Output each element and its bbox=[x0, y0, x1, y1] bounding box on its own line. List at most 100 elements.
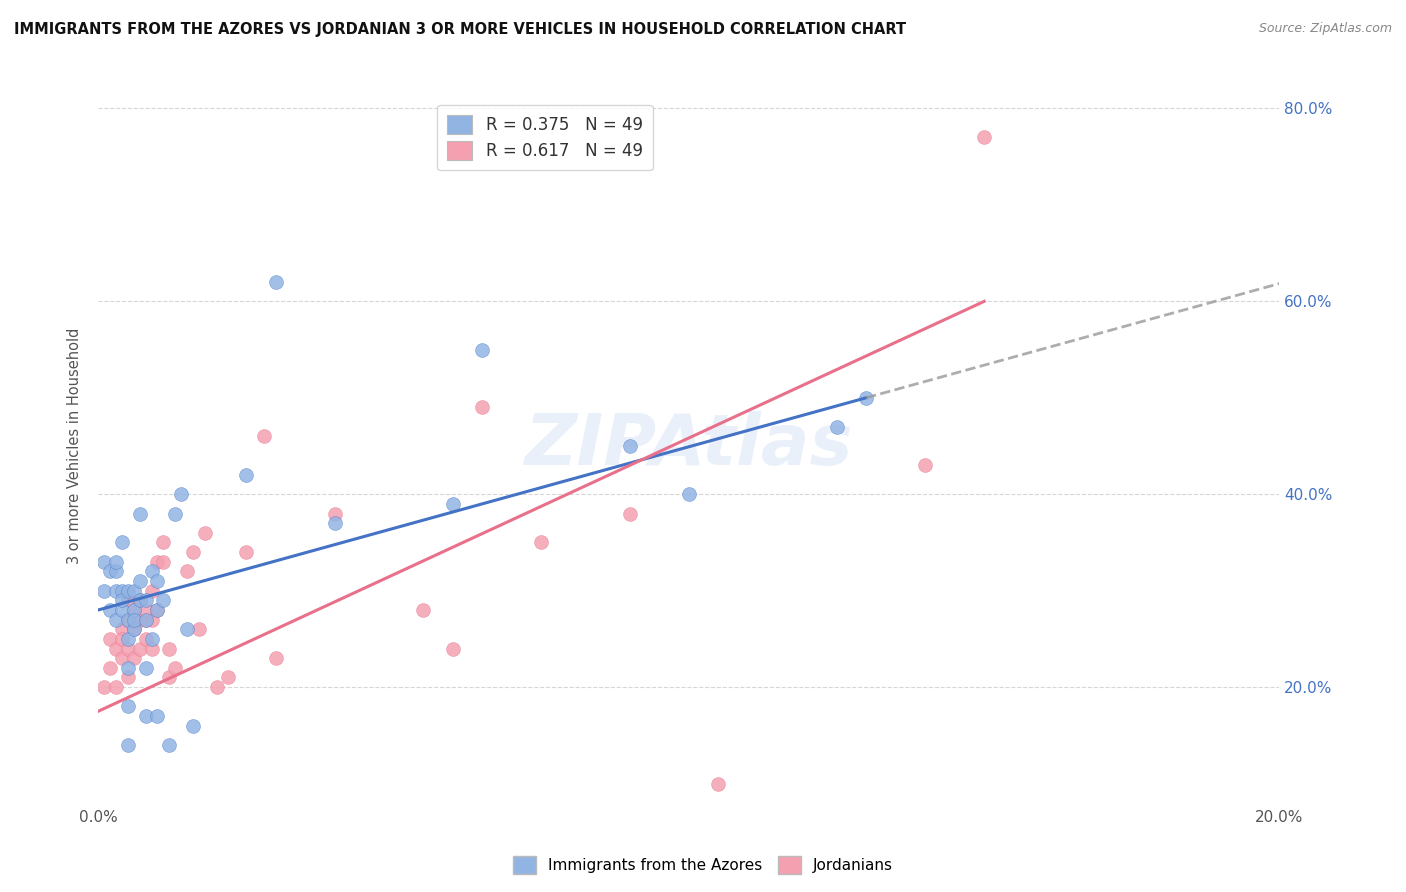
Point bbox=[235, 545, 257, 559]
Point bbox=[187, 622, 209, 636]
Point bbox=[105, 613, 128, 627]
Point bbox=[105, 583, 128, 598]
Point bbox=[441, 641, 464, 656]
Point bbox=[117, 632, 139, 646]
Point bbox=[146, 603, 169, 617]
Point bbox=[111, 603, 134, 617]
Point bbox=[98, 632, 121, 646]
Point bbox=[128, 593, 150, 607]
Point bbox=[323, 516, 346, 530]
Point bbox=[117, 661, 139, 675]
Point bbox=[135, 613, 157, 627]
Point bbox=[122, 583, 145, 598]
Point bbox=[194, 525, 217, 540]
Point bbox=[152, 535, 174, 549]
Point bbox=[471, 343, 494, 357]
Point bbox=[914, 458, 936, 473]
Y-axis label: 3 or more Vehicles in Household: 3 or more Vehicles in Household bbox=[67, 328, 83, 564]
Point bbox=[217, 670, 239, 684]
Point bbox=[128, 613, 150, 627]
Point bbox=[141, 613, 163, 627]
Point bbox=[128, 641, 150, 656]
Point bbox=[152, 555, 174, 569]
Point bbox=[122, 622, 145, 636]
Point bbox=[98, 565, 121, 579]
Point bbox=[973, 130, 995, 145]
Point bbox=[205, 680, 228, 694]
Point bbox=[157, 670, 180, 684]
Point bbox=[181, 545, 204, 559]
Point bbox=[105, 555, 128, 569]
Point bbox=[135, 632, 157, 646]
Point bbox=[111, 593, 134, 607]
Legend: R = 0.375   N = 49, R = 0.617   N = 49: R = 0.375 N = 49, R = 0.617 N = 49 bbox=[437, 104, 652, 169]
Point bbox=[146, 555, 169, 569]
Point bbox=[117, 641, 139, 656]
Point bbox=[117, 613, 139, 627]
Point bbox=[93, 555, 115, 569]
Text: IMMIGRANTS FROM THE AZORES VS JORDANIAN 3 OR MORE VEHICLES IN HOUSEHOLD CORRELAT: IMMIGRANTS FROM THE AZORES VS JORDANIAN … bbox=[14, 22, 907, 37]
Point bbox=[146, 709, 169, 723]
Point bbox=[98, 661, 121, 675]
Point bbox=[105, 565, 128, 579]
Point bbox=[98, 603, 121, 617]
Point bbox=[117, 738, 139, 752]
Point bbox=[253, 429, 276, 443]
Text: ZIPAtlas: ZIPAtlas bbox=[524, 411, 853, 481]
Point bbox=[117, 670, 139, 684]
Point bbox=[165, 507, 187, 521]
Point bbox=[146, 574, 169, 588]
Point bbox=[135, 613, 157, 627]
Point bbox=[264, 651, 287, 665]
Point bbox=[176, 565, 198, 579]
Point bbox=[135, 603, 157, 617]
Point bbox=[122, 651, 145, 665]
Point bbox=[157, 738, 180, 752]
Point bbox=[117, 593, 139, 607]
Point bbox=[93, 583, 115, 598]
Point bbox=[111, 622, 134, 636]
Point bbox=[146, 603, 169, 617]
Point bbox=[122, 613, 145, 627]
Point bbox=[170, 487, 193, 501]
Point bbox=[619, 507, 641, 521]
Point bbox=[471, 401, 494, 415]
Point bbox=[93, 680, 115, 694]
Point bbox=[619, 439, 641, 453]
Point bbox=[141, 565, 163, 579]
Point bbox=[105, 680, 128, 694]
Point bbox=[157, 641, 180, 656]
Point bbox=[111, 535, 134, 549]
Point bbox=[181, 719, 204, 733]
Point bbox=[135, 593, 157, 607]
Point bbox=[117, 583, 139, 598]
Point bbox=[855, 391, 877, 405]
Point bbox=[264, 275, 287, 289]
Point bbox=[117, 699, 139, 714]
Point bbox=[135, 709, 157, 723]
Point bbox=[128, 507, 150, 521]
Point bbox=[530, 535, 553, 549]
Point bbox=[707, 776, 730, 790]
Legend: Immigrants from the Azores, Jordanians: Immigrants from the Azores, Jordanians bbox=[508, 850, 898, 880]
Point bbox=[135, 661, 157, 675]
Point bbox=[128, 593, 150, 607]
Point bbox=[105, 641, 128, 656]
Point bbox=[323, 507, 346, 521]
Point bbox=[141, 641, 163, 656]
Point bbox=[122, 603, 145, 617]
Point bbox=[176, 622, 198, 636]
Point bbox=[141, 583, 163, 598]
Point bbox=[111, 583, 134, 598]
Text: Source: ZipAtlas.com: Source: ZipAtlas.com bbox=[1258, 22, 1392, 36]
Point bbox=[152, 593, 174, 607]
Point bbox=[412, 603, 434, 617]
Point bbox=[111, 651, 134, 665]
Point bbox=[122, 603, 145, 617]
Point bbox=[678, 487, 700, 501]
Point bbox=[117, 613, 139, 627]
Point bbox=[111, 632, 134, 646]
Point bbox=[235, 467, 257, 482]
Point bbox=[441, 497, 464, 511]
Point bbox=[122, 622, 145, 636]
